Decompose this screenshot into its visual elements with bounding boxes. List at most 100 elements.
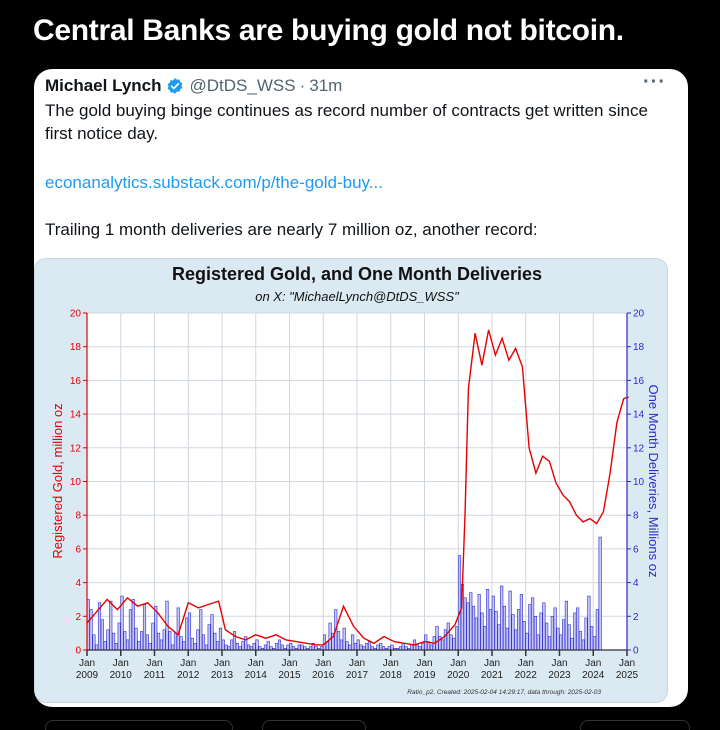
delivery-bar <box>232 631 237 651</box>
x-tick-year-label: 2024 <box>582 670 605 681</box>
x-tick-month-label: Jan <box>450 658 466 669</box>
delivery-bar <box>221 639 225 651</box>
delivery-bar <box>367 641 372 651</box>
delivery-bar <box>528 604 532 651</box>
delivery-bar <box>584 617 588 651</box>
delivery-bar <box>401 642 405 651</box>
delivery-bar <box>126 639 130 651</box>
y-tick-label-left: 18 <box>70 342 82 353</box>
tweet-link[interactable]: econanalytics.substack.com/p/the-gold-bu… <box>45 173 383 192</box>
action-button-1[interactable] <box>45 720 233 730</box>
action-button-3[interactable] <box>580 720 690 730</box>
delivery-bar <box>531 597 535 651</box>
delivery-bar <box>252 642 256 651</box>
delivery-bar <box>472 605 476 651</box>
x-tick-year-label: 2020 <box>447 670 470 681</box>
delivery-bar <box>280 644 284 651</box>
y-tick-label-left: 8 <box>75 511 81 522</box>
delivery-bar <box>193 642 197 651</box>
delivery-bar <box>241 641 245 651</box>
delivery-bar <box>463 597 467 651</box>
delivery-bar <box>545 622 549 651</box>
y-axis-right: 0 2 4 6 8 10 12 14 16 18 20 <box>626 309 645 657</box>
chart-subtitle: on X: "MichaelLynch@DtDS_WSS" <box>255 289 460 304</box>
delivery-bar <box>469 592 473 651</box>
delivery-bar <box>159 639 163 651</box>
y-tick-label-right: 4 <box>633 578 639 589</box>
delivery-bar <box>218 627 223 651</box>
delivery-bar <box>345 641 349 651</box>
delivery-bar <box>455 626 459 651</box>
y-axis-right-label: One Month Deliveries, Millions oz <box>646 385 661 578</box>
delivery-bar <box>145 634 149 651</box>
delivery-bar <box>131 599 135 651</box>
x-tick-month-label: Jan <box>146 658 162 669</box>
y-tick-label-right: 18 <box>633 342 645 353</box>
author-name[interactable]: Michael Lynch <box>45 76 162 95</box>
delivery-bar <box>263 644 268 651</box>
delivery-bar <box>230 639 234 651</box>
more-horizontal-icon[interactable]: ··· <box>643 71 666 93</box>
x-tick-month-label: Jan <box>484 658 500 669</box>
delivery-bar <box>429 644 433 651</box>
delivery-bar <box>587 595 591 651</box>
delivery-bar <box>477 594 481 651</box>
delivery-bar <box>550 615 554 651</box>
author-handle[interactable]: @DtDS_WSS <box>189 76 296 95</box>
x-tick-month-label: Jan <box>383 658 399 669</box>
delivery-bar <box>567 624 571 651</box>
post-headline: Central Banks are buying gold not bitcoi… <box>33 14 624 47</box>
y-tick-label-right: 12 <box>633 443 645 454</box>
delivery-bar <box>522 621 526 651</box>
delivery-bar <box>199 609 203 651</box>
delivery-bar <box>390 644 394 651</box>
delivery-bar <box>536 634 540 651</box>
delivery-bar <box>441 639 445 651</box>
x-tick-year-label: 2015 <box>278 670 301 681</box>
x-tick-month-label: Jan <box>281 658 297 669</box>
delivery-bar <box>542 602 546 651</box>
x-tick-year-label: 2019 <box>413 670 436 681</box>
delivery-bar <box>410 644 414 651</box>
tweet-body-text-2: Trailing 1 month deliveries are nearly 7… <box>45 220 538 239</box>
x-tick-year-label: 2014 <box>245 670 268 681</box>
delivery-bar <box>379 642 383 651</box>
delivery-bar <box>89 609 93 651</box>
delivery-bar <box>505 627 509 651</box>
delivery-bar <box>187 612 192 651</box>
delivery-bar <box>564 600 568 651</box>
x-axis: Jan2009Jan2010Jan2011Jan2012Jan2013Jan20… <box>76 649 639 681</box>
x-tick-month-label: Jan <box>518 658 534 669</box>
y-tick-label-right: 20 <box>633 309 645 320</box>
delivery-bar <box>171 644 175 651</box>
delivery-bar <box>491 595 495 651</box>
delivery-bar <box>595 609 599 651</box>
delivery-bar <box>581 639 585 651</box>
delivery-bar <box>598 536 602 651</box>
delivery-bar <box>449 634 453 651</box>
delivery-bar <box>435 626 439 651</box>
delivery-bar <box>376 644 380 651</box>
action-button-2[interactable] <box>262 720 366 730</box>
delivery-bar <box>247 644 251 651</box>
delivery-bar <box>480 612 484 651</box>
delivery-bar <box>190 637 194 651</box>
y-tick-label-left: 10 <box>70 477 82 488</box>
gold-chart: Registered Gold, and One Month Deliverie… <box>50 264 661 696</box>
x-tick-year-label: 2011 <box>144 670 166 681</box>
quoted-tweet-card[interactable]: Michael Lynch @DtDS_WSS · 31m ··· The go… <box>34 69 688 707</box>
delivery-bar <box>266 641 270 651</box>
delivery-bar <box>578 631 583 651</box>
delivery-bar <box>204 644 208 651</box>
delivery-bar <box>224 644 228 651</box>
delivery-bar <box>486 589 490 651</box>
delivery-bar <box>202 634 206 651</box>
chart-image[interactable]: Registered Gold, and One Month Deliverie… <box>34 258 668 703</box>
delivery-bar <box>590 626 594 651</box>
delivery-bar <box>494 610 498 651</box>
delivery-bar <box>106 629 110 651</box>
delivery-bar <box>483 626 487 651</box>
delivery-bar <box>92 634 96 651</box>
tweet-timestamp[interactable]: 31m <box>309 76 343 95</box>
delivery-bar <box>570 637 574 651</box>
